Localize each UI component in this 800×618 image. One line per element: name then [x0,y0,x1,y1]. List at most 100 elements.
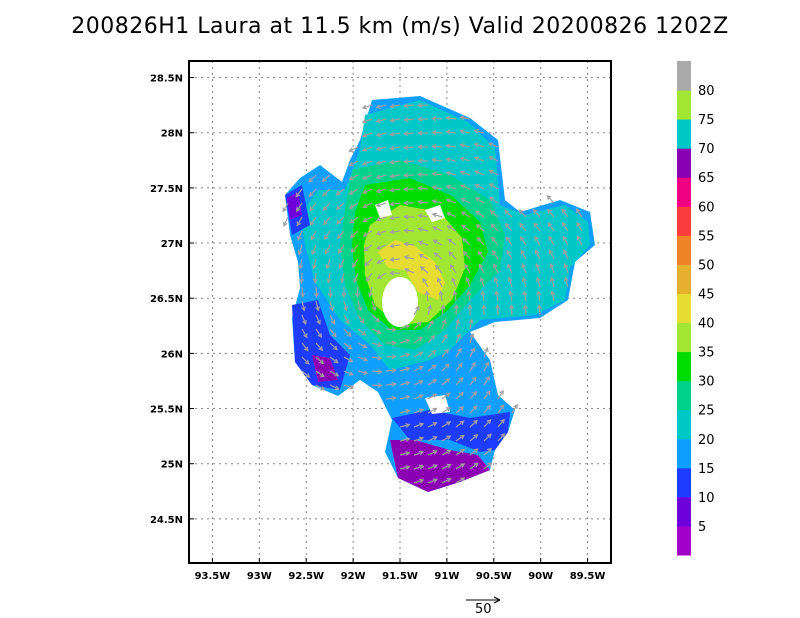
wind-vector [561,208,569,218]
wind-vector [438,290,444,302]
wind-vectors [282,102,583,484]
colorbar-swatch [677,61,691,91]
wind-vector [460,197,471,204]
wind-vector [413,408,425,414]
wind-vector [549,276,555,288]
wind-vector [315,384,326,391]
wind-vector [417,199,429,205]
wind-vector [375,202,387,208]
field-gap-south [425,395,450,414]
wind-vector [483,447,493,456]
wind-vector [536,304,542,316]
wind-vector [451,276,457,288]
wind-vector [483,433,492,442]
colorbar-swatch [677,322,691,353]
wind-vector [413,394,425,400]
colorbar-label: 55 [698,229,715,244]
wind-vector [385,368,397,373]
reference-vector-arrowhead [493,596,501,604]
wind-vector [495,304,501,316]
wind-vector [301,328,308,339]
wind-vector [301,356,310,365]
wind-vector [343,300,349,312]
colorbar-label: 80 [698,84,715,99]
wind-vector [329,314,336,325]
wind-vector [403,117,415,123]
wind-vector [295,188,303,198]
lon-tick-label: 90W [528,571,553,582]
wind-vector [343,328,352,337]
wind-vector [365,272,373,282]
colorbar-swatch [677,206,691,236]
wind-vector [385,381,397,387]
wind-vector [375,244,387,250]
wind-vector [469,434,479,442]
wind-vector [403,172,415,178]
colorbar-label: 60 [698,200,715,215]
wind-vector [419,265,429,274]
wind-vector [493,276,499,288]
colorbar-label: 70 [698,142,715,157]
wind-vector [473,142,485,148]
wind-vector [427,436,438,442]
wind-vector [455,391,464,400]
wind-vector [323,216,331,226]
wind-vector [403,103,415,109]
wind-vector [431,212,443,218]
wind-vector [441,477,452,484]
wind-vector [469,462,479,470]
wind-vector [322,202,331,211]
lat-tick-label: 25N [161,460,183,471]
wind-vector [464,263,471,274]
wind-vector [341,286,347,298]
field-region-violet-south [390,440,490,492]
wind-vector [467,304,473,316]
colorbar-swatch [677,467,691,498]
wind-vector [417,172,429,178]
wind-vector [283,216,289,227]
wind-vector [314,286,319,298]
wind-vector [427,478,439,484]
wind-vector [480,290,486,302]
wind-vector [375,132,387,138]
wind-vector [357,328,367,336]
wind-vector [441,333,448,344]
wind-vector [375,160,387,166]
reference-vector-label: 50 [475,602,492,617]
wind-vector [371,342,383,348]
wind-vector [441,318,447,330]
wind-vector [469,376,477,386]
wind-vector [301,370,311,378]
wind-vector [518,209,527,218]
wind-vector [362,188,373,194]
wind-vector [375,230,387,236]
wind-vector [368,286,373,298]
wind-vector [404,268,415,274]
wind-vector [417,227,429,232]
wind-vector [371,369,383,375]
wind-vector [417,102,429,108]
wind-vector [361,174,373,180]
wind-vector [413,321,422,330]
wind-vector [533,222,541,232]
wind-vector [455,449,466,456]
wind-vector [312,272,318,284]
wind-vector [483,404,492,414]
wind-vector [519,236,527,246]
wind-vector [507,263,513,274]
wind-vector [431,199,443,204]
colorbar-swatch [677,177,691,207]
wind-vector [413,380,424,386]
wind-vector [427,304,433,316]
wind-vector [468,318,474,330]
wind-vector [403,145,415,150]
wind-vector [336,216,345,225]
colorbar-label: 35 [698,346,715,361]
wind-vector [460,211,471,218]
wind-vector [424,290,430,302]
wind-vector [399,465,411,470]
wind-vector [441,348,449,358]
wind-vector [361,118,373,124]
wind-vector [389,201,401,207]
